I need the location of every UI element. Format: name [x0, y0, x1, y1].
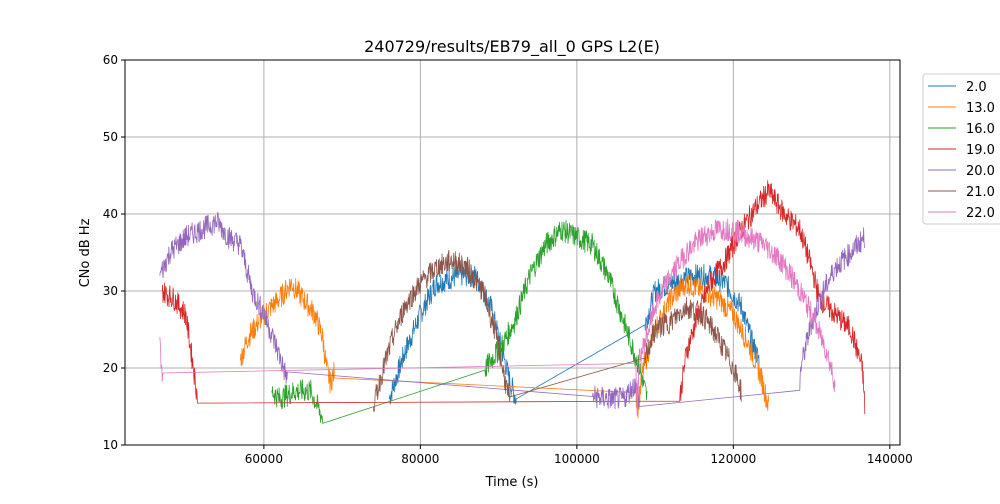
y-tick-label: 50	[103, 130, 118, 144]
series-line-13.0	[240, 274, 769, 419]
x-axis-label: Time (s)	[485, 475, 539, 490]
y-tick-label: 60	[103, 53, 118, 67]
series-lines	[159, 180, 866, 424]
plot-background	[125, 60, 900, 445]
y-tick-label: 10	[103, 438, 118, 452]
legend-frame	[922, 73, 1000, 225]
series-line-16.0	[271, 219, 648, 424]
legend: 2.0 13.0 16.0 19.0 20.0 21.0 22.0	[922, 73, 1000, 225]
legend-entry: 20.0	[966, 164, 995, 179]
legend-entry: 13.0	[966, 101, 995, 116]
axis-ticks: 60000 80000 100000 120000 140000 10 20 30 40 50 60	[103, 53, 913, 466]
legend-entry: 22.0	[966, 206, 995, 221]
series-line-21.0	[373, 250, 742, 412]
y-axis-label: CNo dB Hz	[78, 218, 93, 287]
legend-entry: 21.0	[966, 185, 995, 200]
series-line-22.0	[159, 218, 836, 416]
x-tick-label: 60000	[245, 452, 283, 466]
x-tick-label: 80000	[401, 452, 439, 466]
legend-entry: 2.0	[966, 80, 987, 95]
x-tick-label: 100000	[554, 452, 600, 466]
chart-title: 240729/results/EB79_all_0 GPS L2(E)	[364, 37, 660, 57]
legend-entry: 19.0	[966, 143, 995, 158]
plot-frame	[124, 59, 901, 446]
y-tick-label: 40	[103, 207, 118, 221]
legend-entry: 16.0	[966, 122, 995, 137]
y-tick-label: 20	[103, 361, 118, 375]
series-line-2.0	[388, 263, 760, 405]
series-line-20.0	[159, 211, 866, 410]
y-tick-label: 30	[103, 284, 118, 298]
x-tick-label: 120000	[710, 452, 756, 466]
x-tick-label: 140000	[867, 452, 913, 466]
series-line-19.0	[161, 180, 866, 415]
